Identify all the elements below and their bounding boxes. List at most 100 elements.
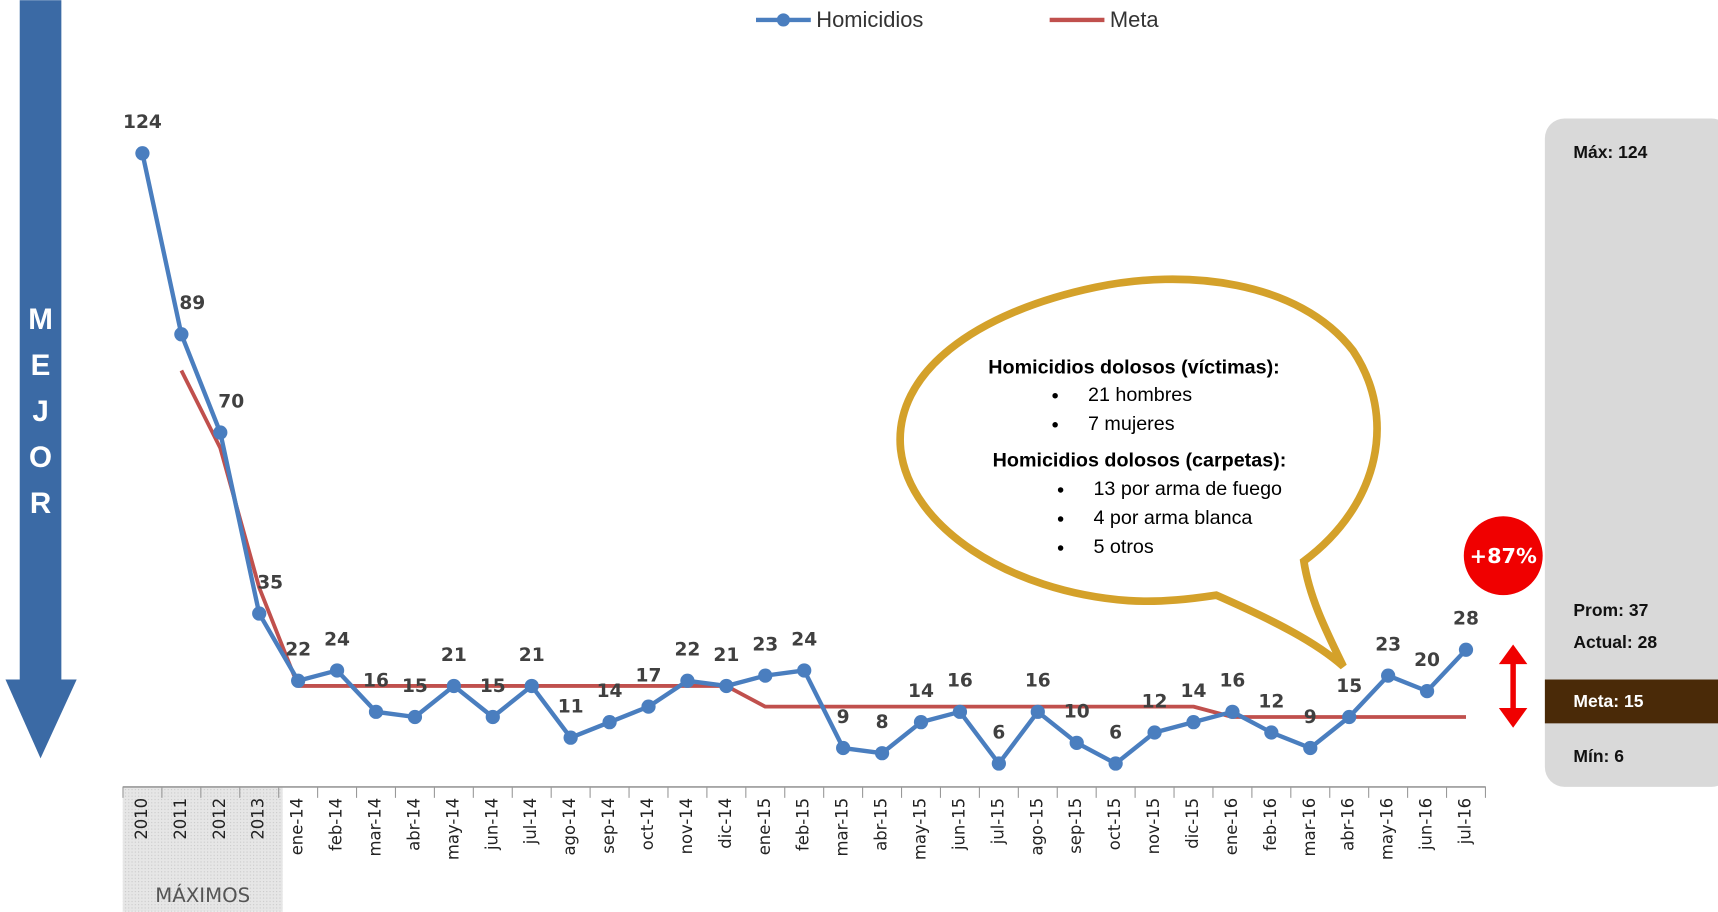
- badge: [1463, 516, 1543, 596]
- marker: [680, 673, 695, 688]
- x-tick-label: ago-15: [1027, 798, 1046, 856]
- x-tick-label: 2011: [171, 798, 190, 840]
- x-tick-label: dic-14: [716, 798, 735, 849]
- marker: [797, 663, 812, 678]
- data-label: 70: [218, 391, 244, 412]
- x-tick-label: feb-15: [794, 798, 813, 851]
- marker: [291, 673, 306, 688]
- data-label: 6: [992, 722, 1005, 743]
- marker: [485, 709, 500, 725]
- x-tick-label: abr-15: [872, 798, 891, 851]
- marker: [329, 663, 345, 678]
- data-label: 89: [179, 293, 205, 314]
- marker: [719, 678, 734, 694]
- marker: [1303, 740, 1318, 756]
- x-tick-label: oct-14: [638, 798, 657, 850]
- data-label: 21: [519, 645, 545, 666]
- x-tick-label: sep-15: [1066, 798, 1085, 854]
- side-label-letter: J: [32, 395, 48, 428]
- marker: [1186, 715, 1201, 730]
- data-label: 20: [1414, 650, 1440, 671]
- x-tick-label: may-16: [1378, 798, 1397, 860]
- x-tick-label: 2013: [249, 798, 268, 840]
- data-label: 9: [837, 707, 850, 728]
- marker: [1225, 704, 1240, 719]
- x-tick-label: ene-15: [755, 798, 774, 855]
- marker: [1458, 642, 1474, 657]
- x-tick-label: feb-14: [327, 798, 346, 851]
- data-label: 12: [1142, 691, 1168, 712]
- data-label: 23: [752, 634, 778, 655]
- data-label: 16: [947, 671, 973, 692]
- direction-arrow-head: [5, 679, 77, 759]
- data-label: 24: [791, 629, 817, 650]
- data-label: 16: [1219, 671, 1245, 692]
- data-label: 21: [713, 645, 739, 666]
- callout-item: 7 mujeres: [1088, 413, 1175, 435]
- x-tick-label: feb-16: [1261, 798, 1280, 851]
- range-arrow-head: [1498, 644, 1528, 665]
- marker: [1342, 709, 1357, 725]
- bullet: [1057, 487, 1064, 493]
- marker: [836, 740, 851, 756]
- marker: [1030, 704, 1045, 719]
- marker: [368, 704, 384, 719]
- x-tick-label: jul-15: [988, 798, 1007, 845]
- x-tick-label: nov-14: [677, 798, 696, 855]
- data-label: 14: [1181, 681, 1207, 702]
- callout-item: 5 otros: [1093, 536, 1153, 558]
- max-label: Máx: 124: [1573, 142, 1647, 162]
- data-label: 16: [363, 671, 389, 692]
- marker: [174, 327, 189, 342]
- x-tick-label: mar-14: [366, 798, 385, 857]
- marker: [446, 678, 461, 694]
- side-label-letter: M: [28, 303, 53, 336]
- data-label: 28: [1453, 609, 1479, 630]
- x-tick-label: ago-14: [560, 798, 579, 856]
- target-label: Meta: 15: [1573, 691, 1643, 711]
- data-label: 15: [1336, 676, 1362, 697]
- marker: [602, 715, 617, 730]
- x-tick-label: nov-15: [1144, 798, 1163, 855]
- direction-arrow: [19, 0, 62, 682]
- marker: [952, 704, 968, 719]
- x-tick-label: oct-15: [1105, 798, 1124, 850]
- data-label: 23: [1375, 634, 1401, 655]
- x-tick-label: mar-15: [833, 798, 852, 857]
- marker: [874, 746, 890, 761]
- marker: [407, 709, 423, 725]
- marker: [641, 699, 656, 714]
- callout-heading: Homicidios dolosos (carpetas):: [993, 450, 1287, 472]
- data-label: 35: [257, 572, 283, 593]
- data-label: 17: [636, 665, 662, 686]
- data-label: 124: [123, 112, 162, 133]
- bullet: [1057, 516, 1064, 522]
- marker: [1381, 668, 1396, 683]
- legend-marker: [776, 13, 790, 27]
- data-label: 22: [285, 640, 311, 661]
- marker: [135, 146, 150, 161]
- data-label: 14: [908, 681, 934, 702]
- data-label: 15: [480, 676, 506, 697]
- marker: [991, 756, 1006, 771]
- marker: [1264, 725, 1279, 740]
- avg-label: Prom: 37: [1573, 600, 1648, 620]
- x-tick-label: 2012: [210, 798, 229, 840]
- marker: [1147, 725, 1162, 740]
- group-box: [122, 786, 283, 912]
- data-label: 8: [876, 712, 889, 733]
- target-band: [1544, 679, 1718, 724]
- side-label-letter: O: [29, 441, 52, 474]
- x-tick-label: ene-14: [288, 798, 307, 855]
- marker: [252, 606, 267, 621]
- callout-item: 4 por arma blanca: [1093, 507, 1252, 529]
- x-tick-label: 2010: [132, 798, 151, 840]
- data-label: 16: [1025, 671, 1051, 692]
- data-label: 6: [1109, 722, 1122, 743]
- x-tick-label: sep-14: [599, 798, 618, 854]
- group-label: MÁXIMOS: [155, 884, 250, 907]
- marker: [563, 730, 578, 745]
- x-tick-label: abr-16: [1339, 798, 1358, 851]
